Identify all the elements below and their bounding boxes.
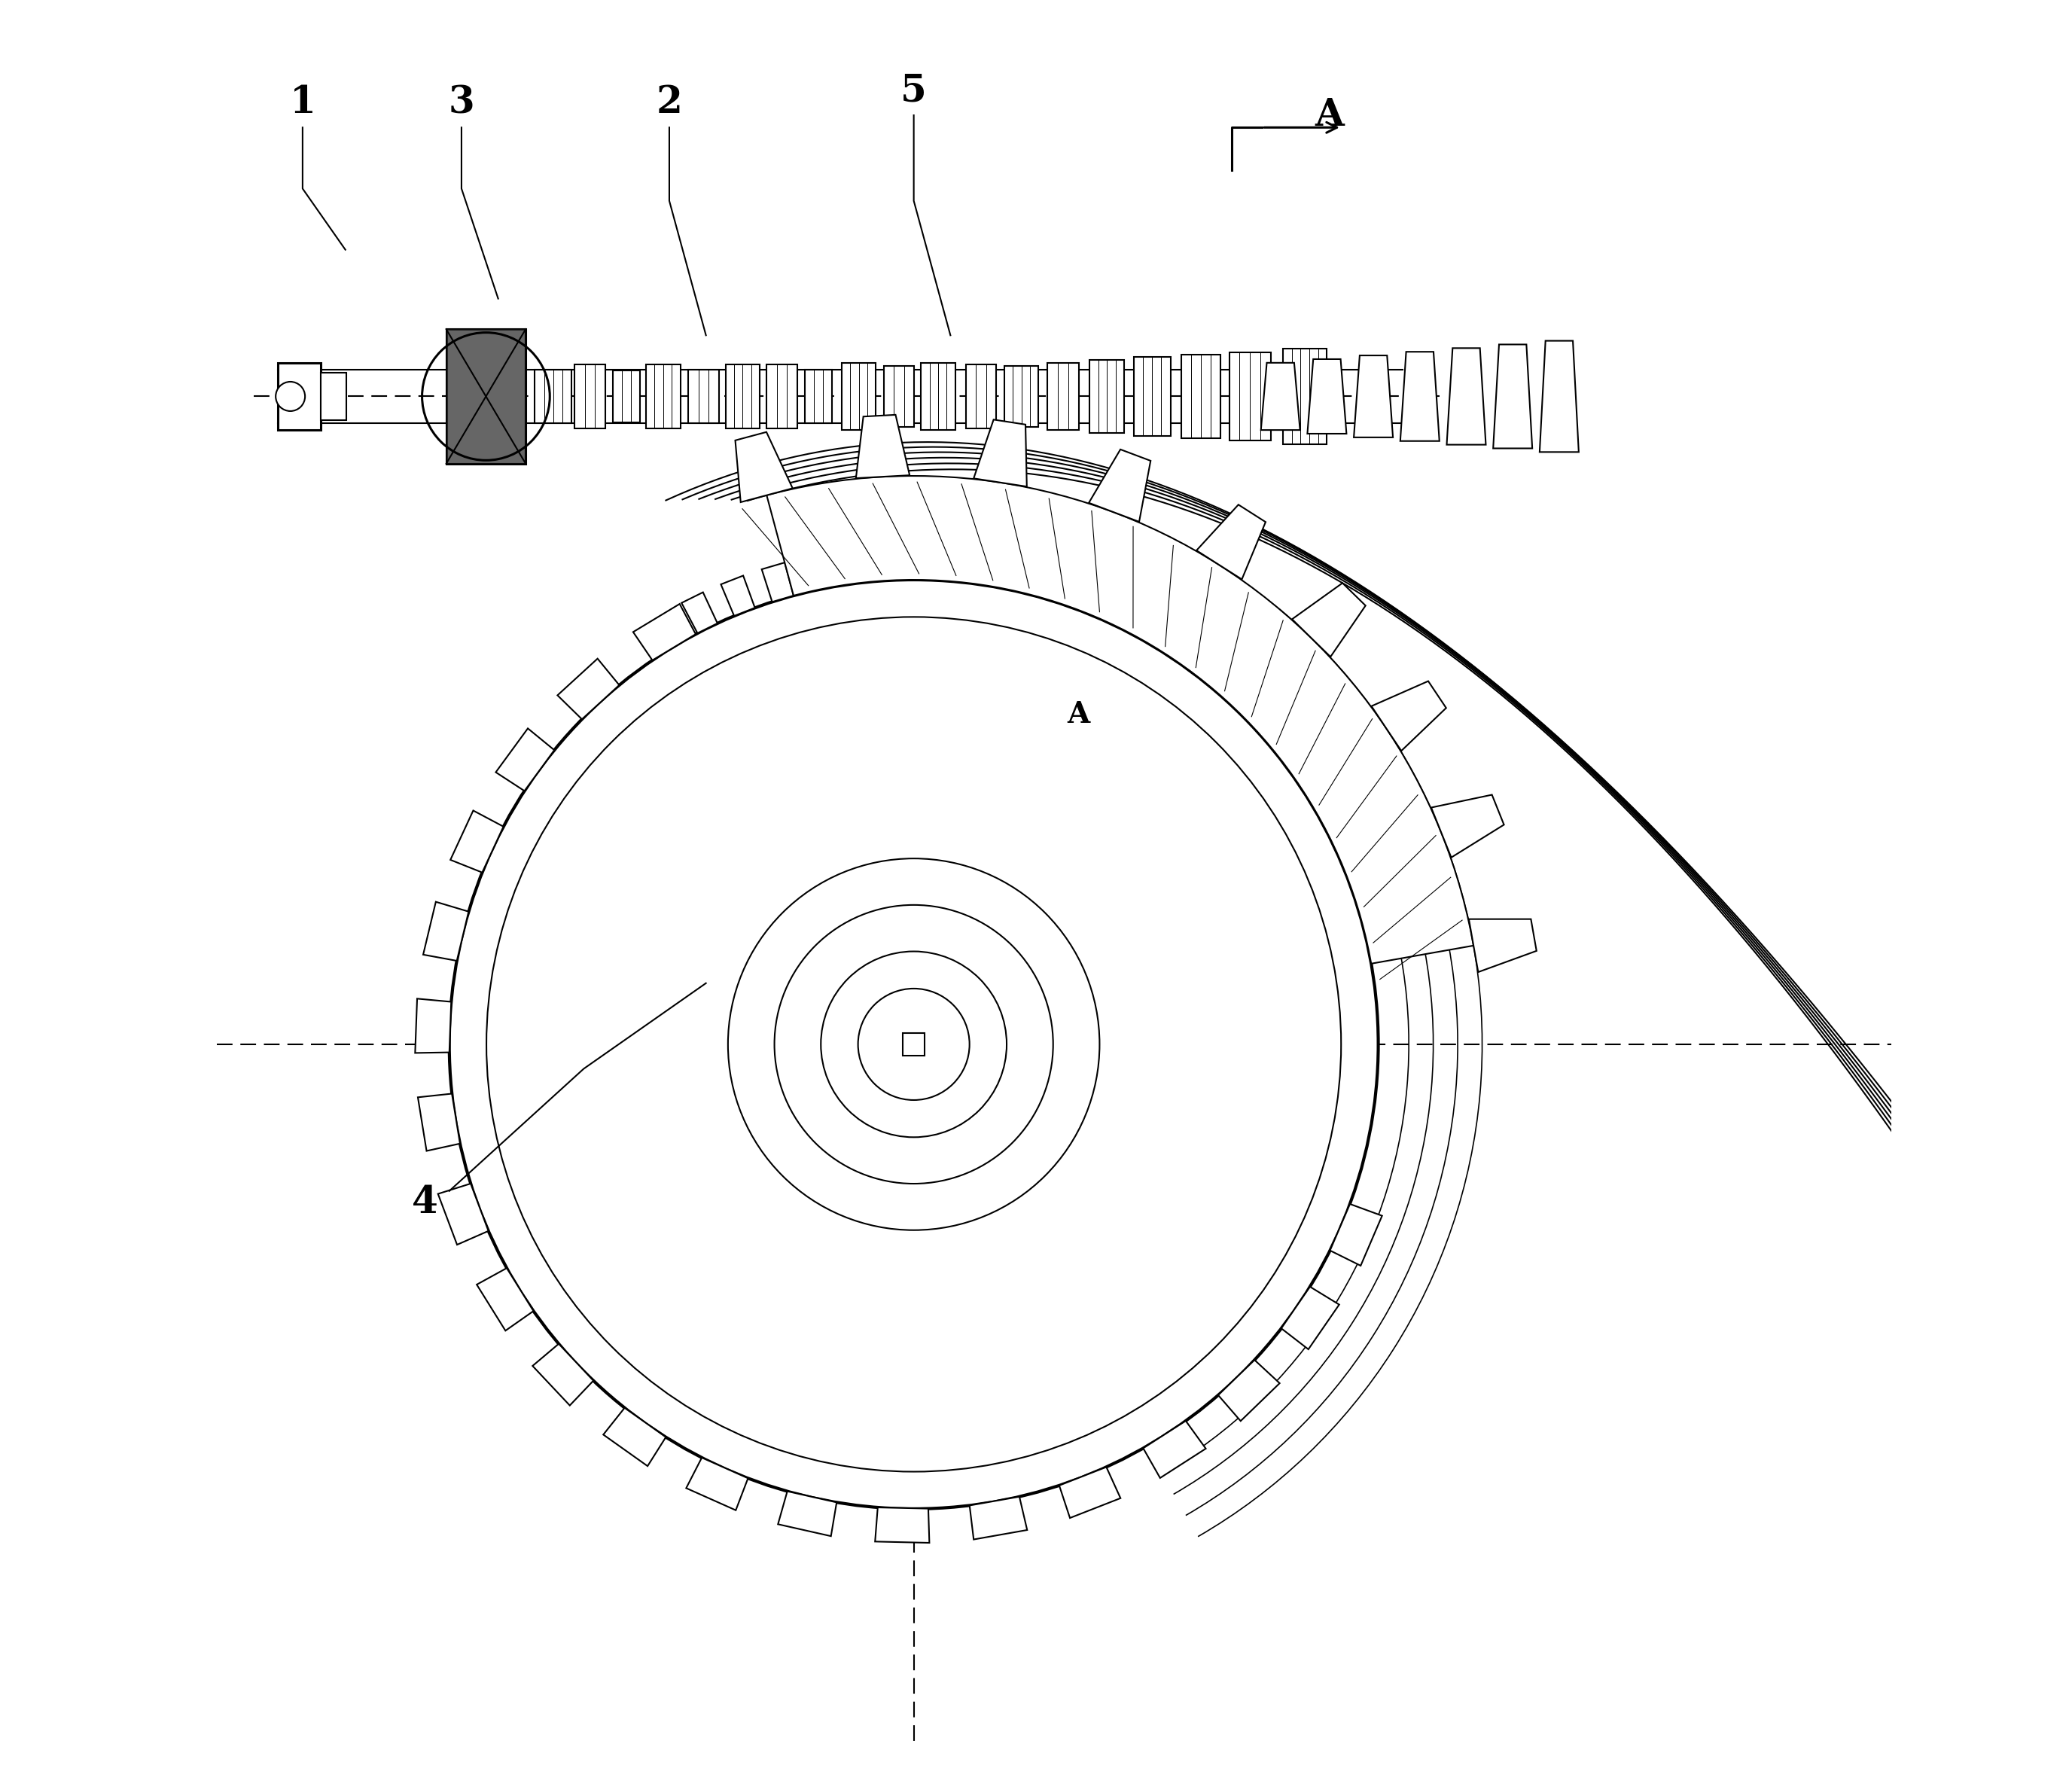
Polygon shape — [1059, 1467, 1121, 1517]
Bar — [903, 1034, 924, 1056]
Polygon shape — [970, 1496, 1028, 1539]
Bar — [1133, 357, 1171, 437]
Text: 3: 3 — [448, 84, 474, 121]
Bar — [278, 362, 321, 430]
Bar — [966, 366, 997, 428]
Bar — [1283, 349, 1326, 444]
Polygon shape — [1401, 351, 1440, 440]
Bar — [725, 366, 760, 428]
Text: 4: 4 — [412, 1184, 437, 1221]
Polygon shape — [1353, 355, 1392, 437]
Bar — [1046, 362, 1080, 430]
Circle shape — [821, 952, 1007, 1138]
Circle shape — [858, 988, 970, 1100]
Bar — [445, 330, 526, 464]
Polygon shape — [477, 1268, 533, 1330]
Polygon shape — [1330, 1204, 1382, 1266]
Bar — [1229, 353, 1270, 440]
Polygon shape — [423, 902, 468, 961]
Text: 1: 1 — [290, 84, 315, 121]
Polygon shape — [495, 729, 555, 792]
Polygon shape — [686, 1458, 748, 1510]
Bar — [1005, 366, 1038, 426]
Polygon shape — [634, 604, 696, 660]
Polygon shape — [721, 576, 754, 615]
Polygon shape — [450, 811, 503, 872]
Circle shape — [276, 382, 305, 412]
Bar — [1181, 355, 1220, 439]
Bar — [646, 366, 680, 428]
Polygon shape — [767, 476, 1473, 963]
Text: A: A — [1067, 701, 1090, 729]
Polygon shape — [414, 998, 452, 1054]
Bar — [321, 373, 346, 421]
Polygon shape — [1144, 1421, 1206, 1478]
Bar — [574, 366, 605, 428]
Polygon shape — [1293, 583, 1365, 656]
Polygon shape — [533, 1344, 593, 1405]
Polygon shape — [777, 1491, 837, 1537]
Bar — [922, 362, 955, 430]
Polygon shape — [1280, 1287, 1339, 1350]
Polygon shape — [856, 415, 910, 478]
Polygon shape — [874, 1507, 930, 1542]
Polygon shape — [1262, 362, 1299, 430]
Polygon shape — [762, 563, 794, 603]
Bar — [688, 369, 719, 423]
Bar — [885, 366, 914, 426]
Bar — [535, 369, 572, 423]
Text: 2: 2 — [657, 84, 682, 121]
Polygon shape — [974, 419, 1028, 487]
Polygon shape — [1196, 505, 1266, 579]
Polygon shape — [1469, 918, 1537, 972]
Polygon shape — [437, 1184, 489, 1245]
Polygon shape — [1372, 681, 1446, 751]
Bar — [767, 366, 798, 428]
Polygon shape — [1218, 1360, 1280, 1421]
Polygon shape — [603, 1409, 665, 1466]
Polygon shape — [419, 1093, 460, 1150]
Circle shape — [775, 906, 1053, 1184]
Bar — [841, 362, 876, 430]
Polygon shape — [1432, 795, 1504, 858]
Circle shape — [450, 579, 1378, 1508]
Polygon shape — [1088, 449, 1150, 522]
Polygon shape — [1539, 341, 1579, 453]
Polygon shape — [804, 553, 833, 592]
Text: A: A — [1316, 96, 1345, 134]
Polygon shape — [1446, 348, 1486, 444]
Polygon shape — [1307, 358, 1347, 433]
Bar — [445, 330, 526, 464]
Bar — [806, 369, 831, 423]
Polygon shape — [1494, 344, 1533, 448]
Bar — [613, 371, 640, 423]
Circle shape — [727, 858, 1100, 1230]
Polygon shape — [557, 658, 620, 719]
Polygon shape — [682, 592, 717, 633]
Polygon shape — [736, 431, 794, 503]
Bar — [1090, 360, 1123, 433]
Text: 5: 5 — [901, 73, 926, 109]
